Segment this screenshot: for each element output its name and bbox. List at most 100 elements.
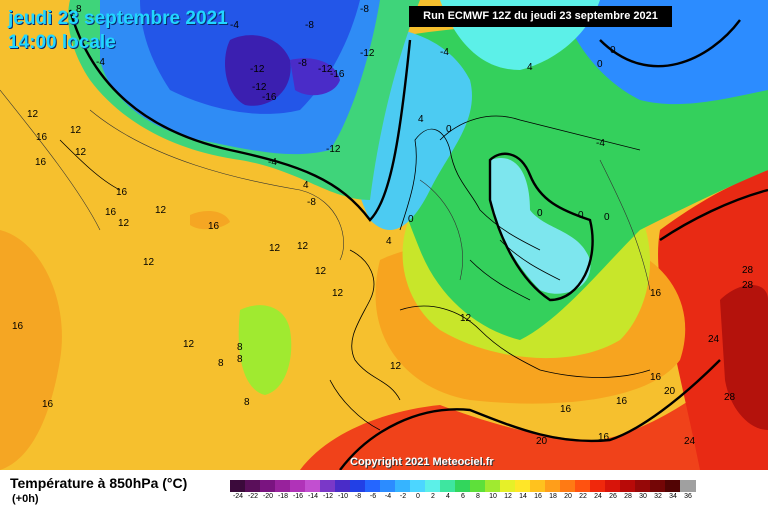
legend-swatch [560,480,576,492]
legend-subtitle: (+0h) [12,493,39,505]
contour-label: 8 [218,358,224,369]
contour-label: 16 [598,432,610,443]
map-date-title: jeudi 23 septembre 2021 [8,8,228,29]
contour-label: 16 [208,221,220,232]
zero-isotherm [68,9,768,470]
contour-label: 0 [604,212,610,223]
contour-label: 8 [244,397,250,408]
contour-label: 12 [183,339,195,350]
legend-swatch [485,480,501,492]
south-red-zone [300,360,768,470]
contour-label: 4 [303,180,309,191]
contour-label: 16 [42,399,54,410]
contour-label: -8 [307,197,316,208]
contour-label: 12 [315,266,327,277]
legend-tick-label: 32 [654,493,662,500]
legend-tick-label: -20 [262,493,274,500]
contour-label: 4 [527,62,533,73]
legend-tick-label: -2 [399,493,407,500]
legend-swatch [500,480,516,492]
legend-swatch [530,480,546,492]
legend-tick-label: -12 [322,493,334,500]
legend-tick-label: -24 [232,493,244,500]
legend-swatch [395,480,411,492]
contour-label: 16 [116,187,128,198]
legend-swatch [365,480,381,492]
legend-tick-label: 30 [639,493,647,500]
legend-swatch [245,480,261,492]
copyright-text: Copyright 2021 Meteociel.fr [350,456,494,468]
legend-tick-label: 22 [579,493,587,500]
legend-tick-label: -16 [292,493,304,500]
contour-label: 16 [650,288,662,299]
contour-label: 12 [155,205,167,216]
contour-label: 4 [418,114,424,125]
contour-label: 16 [616,396,628,407]
legend-tick-label: 34 [669,493,677,500]
legend-tick-label: 26 [609,493,617,500]
contour-label: 12 [118,218,130,229]
contour-label: 12 [75,147,87,158]
legend-swatch [620,480,636,492]
contour-label: 0 [610,45,616,56]
contour-label: 8 [237,342,243,353]
legend-tick-label: -14 [307,493,319,500]
legend-title: Température à 850hPa (°C) [10,475,188,491]
legend-tick-label: -18 [277,493,289,500]
legend-swatch [575,480,591,492]
temperature-map[interactable]: 8 -8 -4 -8 -12 -12 -8 -12 -16 -12 -16 -12 -4 -4 0 -4 4 0-… [0,0,768,470]
contour-label: 28 [742,280,754,291]
contour-label: 28 [724,392,736,403]
contour-label: -4 [230,20,239,31]
contour-label: 28 [742,265,754,276]
ocean-orange-patch [190,210,230,230]
legend-tick-label: -8 [354,493,362,500]
contour-label: 0 [597,59,603,70]
legend-tick-label: -10 [337,493,349,500]
contour-label: -12 [318,64,333,75]
legend-swatch [545,480,561,492]
contour-label: 12 [269,243,281,254]
contour-label: 0 [578,210,584,221]
contour-label: 24 [684,436,696,447]
contour-label: -16 [330,69,345,80]
contour-label: 12 [27,109,39,120]
contour-labels: 8 -8-4 -8-12-12-8-12-16-12-16-12-4-4 0-440-… [12,4,754,447]
contour-label: -12 [252,82,267,93]
cold-core-2 [290,58,340,96]
contour-label: 16 [12,321,24,332]
legend-tick-label: -4 [384,493,392,500]
legend-swatch [455,480,471,492]
contour-label: 12 [460,313,472,324]
legend-swatch [680,480,696,492]
contour-label: 8 [76,4,82,15]
legend-swatch [665,480,681,492]
legend-swatch [590,480,606,492]
legend-tick-label: 20 [564,493,572,500]
contour-label: 12 [143,257,155,268]
legend-swatch [410,480,426,492]
map-canvas: 8 -8-4 -8-12-12-8-12-16-12-16-12-4-4 0-440-… [0,0,768,470]
contour-label: -16 [262,92,277,103]
legend-tick-label: 0 [416,493,420,500]
contour-label: -4 [440,47,449,58]
contour-label: -8 [360,4,369,15]
contour-label: 12 [390,361,402,372]
legend-swatch [290,480,306,492]
legend-tick-label: -6 [369,493,377,500]
legend-swatch [650,480,666,492]
contour-label: 4 [386,236,392,247]
contour-label: 8 [237,354,243,365]
legend-swatch [350,480,366,492]
legend-swatch [335,480,351,492]
legend-bar: Température à 850hPa (°C) (+0h) -24 -22 -2… [0,470,768,512]
contour-label: -4 [596,138,605,149]
east-darkred-zone [720,285,768,430]
contour-label: -4 [268,157,277,168]
contour-label: -12 [250,64,265,75]
contour-label: 20 [664,386,676,397]
contour-label: -12 [360,48,375,59]
legend-tick-label: 14 [519,493,527,500]
ocean-green-patch [238,305,292,395]
legend-swatch [605,480,621,492]
